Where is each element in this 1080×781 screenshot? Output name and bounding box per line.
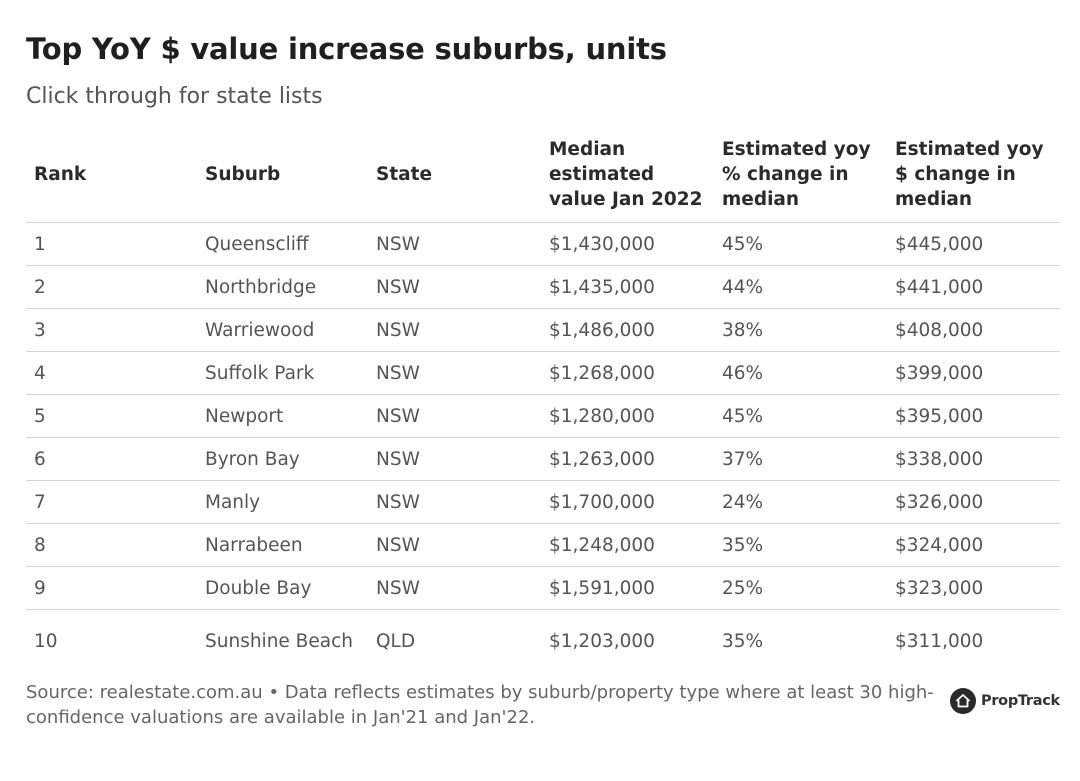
state-cell: NSW — [368, 222, 541, 266]
median-value-cell: $1,248,000 — [541, 523, 714, 567]
column-header-state: State — [368, 136, 541, 223]
median-value-cell: $1,700,000 — [541, 480, 714, 524]
state-cell: NSW — [368, 351, 541, 395]
table-row: 4 Suffolk Park NSW $1,268,000 46% $399,000 — [26, 351, 1060, 395]
dollar-change-cell: $395,000 — [887, 394, 1060, 438]
suburb-cell: Narrabeen — [197, 523, 368, 567]
dollar-change-cell: $311,000 — [895, 630, 984, 652]
rank-cell: 7 — [26, 480, 197, 524]
pct-change-cell: 37% — [714, 437, 887, 481]
column-header-rank: Rank — [26, 136, 197, 223]
pct-change-cell: 45% — [714, 222, 887, 266]
dollar-change-cell: $441,000 — [887, 265, 1060, 309]
state-cell: NSW — [368, 523, 541, 567]
rank-cell: 4 — [26, 351, 197, 395]
chart-title: Top YoY $ value increase suburbs, units — [26, 32, 667, 66]
pct-change-cell: 46% — [714, 351, 887, 395]
suburb-cell: Byron Bay — [197, 437, 368, 481]
suburb-cell: Sunshine Beach — [205, 630, 353, 652]
table-row: 5 Newport NSW $1,280,000 45% $395,000 — [26, 394, 1060, 438]
column-header-pct-change: Estimated yoy % change in median — [714, 136, 887, 223]
table-row: 2 Northbridge NSW $1,435,000 44% $441,000 — [26, 265, 1060, 309]
proptrack-logo: PropTrack — [950, 688, 1060, 714]
table-row: 8 Narrabeen NSW $1,248,000 35% $324,000 — [26, 523, 1060, 567]
suburb-cell: Queenscliff — [197, 222, 368, 266]
table-row: 6 Byron Bay NSW $1,263,000 37% $338,000 — [26, 437, 1060, 481]
column-header-dollar-change: Estimated yoy $ change in median — [887, 136, 1060, 223]
median-value-cell: $1,591,000 — [541, 566, 714, 610]
state-cell: NSW — [368, 437, 541, 481]
pct-change-cell: 38% — [714, 308, 887, 352]
rank-cell: 9 — [26, 566, 197, 610]
suburb-cell: Newport — [197, 394, 368, 438]
table-header-row: Rank Suburb State Median estimated value… — [26, 136, 1060, 223]
source-note: Source: realestate.com.au • Data reflect… — [26, 682, 934, 728]
pct-change-cell: 35% — [714, 523, 887, 567]
table-row: 1 Queenscliff NSW $1,430,000 45% $445,000 — [26, 222, 1060, 266]
suburb-cell: Warriewood — [197, 308, 368, 352]
rank-cell: 10 — [34, 630, 58, 652]
median-value-cell: $1,435,000 — [541, 265, 714, 309]
dollar-change-cell: $338,000 — [887, 437, 1060, 481]
dollar-change-cell: $324,000 — [887, 523, 1060, 567]
rank-cell: 1 — [26, 222, 197, 266]
table-row: 3 Warriewood NSW $1,486,000 38% $408,000 — [26, 308, 1060, 352]
dollar-change-cell: $323,000 — [887, 566, 1060, 610]
chart-subtitle: Click through for state lists — [26, 84, 323, 109]
median-value-cell: $1,268,000 — [541, 351, 714, 395]
logo-text: PropTrack — [981, 693, 1060, 709]
suburb-cell: Suffolk Park — [197, 351, 368, 395]
state-cell: NSW — [368, 394, 541, 438]
data-table: Rank Suburb State Median estimated value… — [26, 136, 1060, 672]
column-header-suburb: Suburb — [197, 136, 368, 223]
median-value-cell: $1,280,000 — [541, 394, 714, 438]
suburb-cell: Northbridge — [197, 265, 368, 309]
median-value-cell: $1,430,000 — [541, 222, 714, 266]
pct-change-cell: 35% — [722, 630, 764, 652]
table-row: 7 Manly NSW $1,700,000 24% $326,000 — [26, 480, 1060, 524]
state-cell: NSW — [368, 566, 541, 610]
dollar-change-cell: $445,000 — [887, 222, 1060, 266]
rank-cell: 6 — [26, 437, 197, 481]
state-cell: NSW — [368, 308, 541, 352]
table-row: 10 Sunshine Beach QLD $1,203,000 35% $311,000 — [26, 610, 1060, 673]
rank-cell: 8 — [26, 523, 197, 567]
state-cell: QLD — [376, 630, 416, 652]
rank-cell: 2 — [26, 265, 197, 309]
table-body: 1 Queenscliff NSW $1,430,000 45% $445,000 2 Nor… — [26, 222, 1060, 673]
table-row: 9 Double Bay NSW $1,591,000 25% $323,000 — [26, 566, 1060, 610]
house-icon — [950, 688, 976, 714]
pct-change-cell: 25% — [714, 566, 887, 610]
dollar-change-cell: $399,000 — [887, 351, 1060, 395]
dollar-change-cell: $326,000 — [887, 480, 1060, 524]
rank-cell: 5 — [26, 394, 197, 438]
median-value-cell: $1,486,000 — [541, 308, 714, 352]
suburb-cell: Double Bay — [197, 566, 368, 610]
pct-change-cell: 45% — [714, 394, 887, 438]
suburb-cell: Manly — [197, 480, 368, 524]
median-value-cell: $1,263,000 — [541, 437, 714, 481]
column-header-median-value: Median estimated value Jan 2022 — [541, 136, 714, 223]
dollar-change-cell: $408,000 — [887, 308, 1060, 352]
pct-change-cell: 44% — [714, 265, 887, 309]
rank-cell: 3 — [26, 308, 197, 352]
pct-change-cell: 24% — [714, 480, 887, 524]
median-value-cell: $1,203,000 — [549, 630, 655, 652]
state-cell: NSW — [368, 265, 541, 309]
state-cell: NSW — [368, 480, 541, 524]
